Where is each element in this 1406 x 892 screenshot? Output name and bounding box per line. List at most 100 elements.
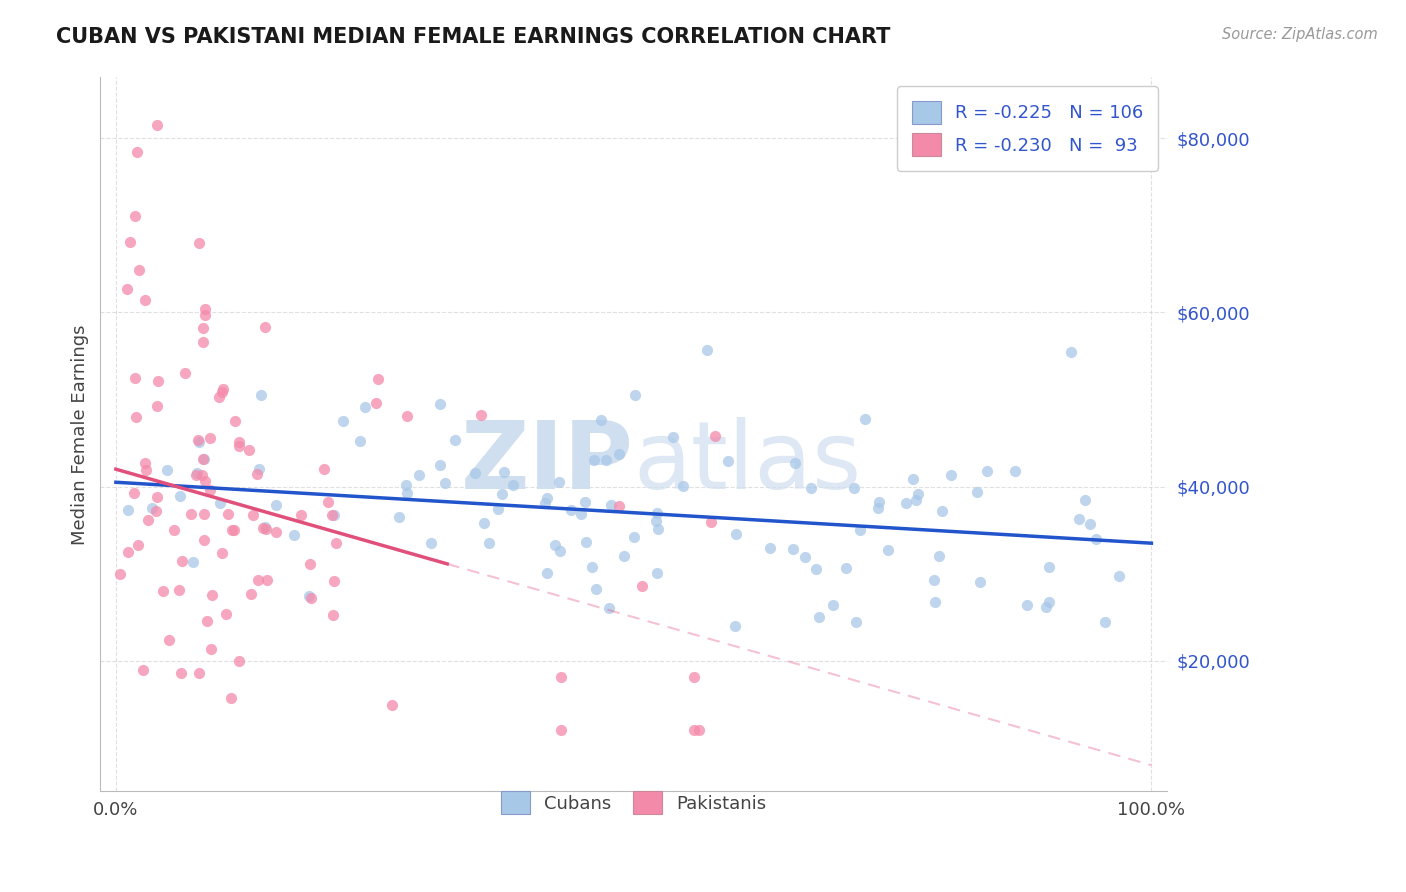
Point [127, 538, 149, 552]
Point [211, 384, 233, 399]
Point [127, 145, 149, 159]
Point [146, 490, 169, 504]
Point [117, 503, 139, 517]
Point [536, 566, 558, 580]
Point [146, 399, 169, 413]
Point [254, 522, 277, 536]
Point [188, 665, 211, 680]
Point [1060, 344, 1083, 359]
Point [157, 633, 180, 648]
Point [246, 467, 269, 481]
Point [264, 524, 287, 539]
Point [217, 508, 239, 522]
Point [117, 282, 139, 296]
Point [444, 433, 467, 447]
Text: CUBAN VS PAKISTANI MEDIAN FEMALE EARNINGS CORRELATION CHART: CUBAN VS PAKISTANI MEDIAN FEMALE EARNING… [56, 27, 890, 46]
Point [1084, 532, 1107, 546]
Point [395, 409, 418, 423]
Point [318, 495, 340, 509]
Point [688, 723, 710, 738]
Point [321, 508, 343, 522]
Point [118, 235, 141, 249]
Point [464, 466, 486, 480]
Point [645, 514, 668, 528]
Y-axis label: Median Female Earnings: Median Female Earnings [72, 324, 89, 545]
Text: atlas: atlas [634, 417, 862, 509]
Point [208, 496, 231, 510]
Point [548, 543, 571, 558]
Point [931, 504, 953, 518]
Point [901, 472, 924, 486]
Point [191, 335, 214, 350]
Point [1015, 598, 1038, 612]
Point [122, 486, 145, 500]
Point [494, 465, 516, 479]
Point [595, 453, 617, 467]
Point [924, 595, 946, 609]
Text: ZIP: ZIP [461, 417, 634, 509]
Point [194, 302, 217, 317]
Point [132, 663, 155, 677]
Point [186, 466, 208, 480]
Point [163, 523, 186, 537]
Point [429, 458, 451, 472]
Point [170, 554, 193, 568]
Point [470, 408, 492, 422]
Point [283, 528, 305, 542]
Point [544, 538, 567, 552]
Point [585, 582, 607, 596]
Point [242, 508, 264, 523]
Point [868, 495, 890, 509]
Point [1038, 560, 1060, 574]
Point [364, 396, 387, 410]
Point [224, 414, 246, 428]
Point [200, 483, 222, 498]
Point [395, 486, 418, 500]
Point [550, 670, 572, 684]
Point [152, 583, 174, 598]
Point [853, 411, 876, 425]
Point [782, 542, 804, 557]
Point [876, 543, 898, 558]
Point [904, 493, 927, 508]
Point [201, 588, 224, 602]
Point [194, 474, 217, 488]
Point [314, 462, 336, 476]
Point [254, 320, 277, 334]
Point [173, 366, 195, 380]
Point [193, 533, 215, 547]
Point [134, 293, 156, 308]
Point [536, 491, 558, 505]
Point [322, 607, 344, 622]
Point [134, 456, 156, 470]
Point [181, 555, 204, 569]
Point [589, 412, 612, 426]
Point [969, 574, 991, 589]
Point [219, 690, 242, 705]
Point [1035, 599, 1057, 614]
Point [845, 615, 868, 629]
Point [1080, 516, 1102, 531]
Point [623, 530, 645, 544]
Point [367, 372, 389, 386]
Point [298, 589, 321, 603]
Point [200, 642, 222, 657]
Point [1004, 465, 1026, 479]
Point [420, 536, 443, 550]
Point [221, 524, 243, 538]
Point [808, 610, 831, 624]
Point [222, 523, 245, 537]
Point [835, 561, 858, 575]
Point [198, 431, 221, 445]
Point [208, 390, 231, 404]
Point [966, 485, 988, 500]
Point [574, 494, 596, 508]
Point [647, 506, 669, 520]
Point [117, 544, 139, 558]
Point [228, 654, 250, 668]
Point [170, 666, 193, 681]
Point [502, 478, 524, 492]
Point [569, 508, 592, 522]
Text: Source: ZipAtlas.com: Source: ZipAtlas.com [1222, 27, 1378, 42]
Point [661, 430, 683, 444]
